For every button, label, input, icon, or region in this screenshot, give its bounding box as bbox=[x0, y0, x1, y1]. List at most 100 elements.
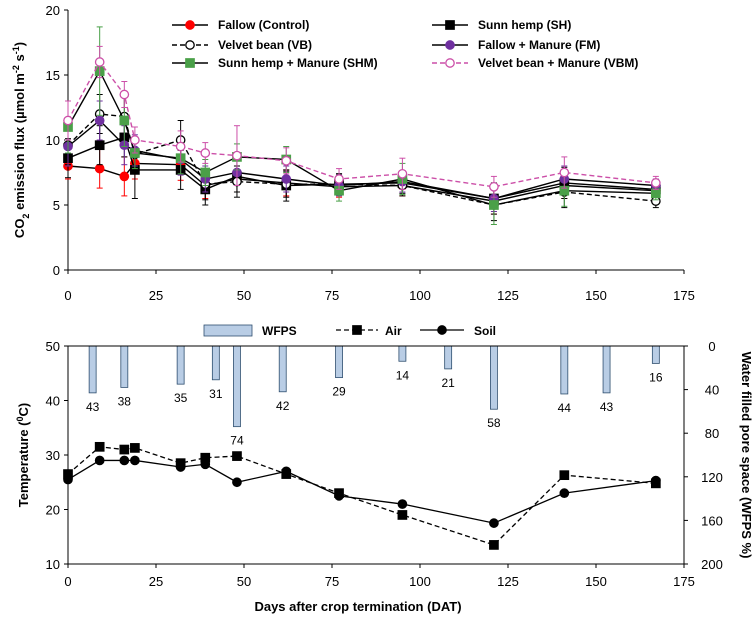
wfps-bar-label: 74 bbox=[230, 434, 244, 448]
air-data-point bbox=[232, 451, 242, 461]
wfps-bar bbox=[602, 345, 611, 394]
wfps-bar-label: 14 bbox=[396, 368, 410, 382]
legend-marker-velvet-bean-manure-vbm bbox=[445, 58, 455, 68]
wfps-bars: 43 38 35 31 74 42 29 14 21 58 44 43 16 bbox=[86, 345, 663, 448]
legend: Fallow (Control) Sunn hemp (SH) Velvet bea… bbox=[172, 18, 638, 70]
soil-data-point bbox=[397, 499, 408, 509]
y-axis-title-part: emission flux (µmol m bbox=[12, 73, 27, 213]
x-tick-label: 0 bbox=[64, 574, 71, 589]
wfps-bar bbox=[651, 345, 660, 364]
wfps-bar bbox=[444, 345, 453, 370]
data-point-velvet-bean-manure-vbm bbox=[650, 178, 661, 188]
wfps-bar bbox=[490, 345, 498, 410]
y2-tick-label: 120 bbox=[701, 470, 723, 485]
x-tick-label: 125 bbox=[497, 288, 519, 303]
y-tick-label: 10 bbox=[46, 133, 60, 148]
wfps-bar bbox=[211, 345, 220, 381]
soil-data-point bbox=[175, 462, 186, 472]
y-tick-label: 0 bbox=[53, 263, 60, 278]
error-bars-sunn-hemp-sh bbox=[65, 117, 659, 215]
y-tick-label: 30 bbox=[46, 448, 60, 463]
data-point-fallow-control bbox=[94, 163, 105, 174]
wfps-bar-label: 43 bbox=[600, 400, 614, 414]
x-tick-label: 175 bbox=[673, 574, 695, 589]
x-tick-label: 25 bbox=[149, 574, 163, 589]
soil-data-point bbox=[489, 518, 499, 528]
air-data-point bbox=[119, 444, 130, 455]
x-tick-label: 175 bbox=[673, 288, 695, 303]
soil-data-point bbox=[94, 455, 105, 466]
legend-label-sunn-hemp-sh: Sunn hemp (SH) bbox=[478, 18, 571, 32]
series-fallow-control bbox=[63, 147, 661, 215]
y2-tick-label: 0 bbox=[708, 339, 715, 354]
y-axis-title-part: -2 bbox=[11, 65, 21, 73]
x-tick-label: 50 bbox=[237, 288, 251, 303]
data-point-velvet-bean-manure-vbm bbox=[489, 181, 499, 192]
soil-data-point bbox=[130, 455, 140, 466]
y-axis-title-part: ) bbox=[12, 42, 27, 46]
error-bars-fallow-control bbox=[65, 147, 659, 215]
y2-tick-label: 200 bbox=[701, 557, 723, 572]
wfps-bar bbox=[233, 345, 241, 428]
data-point-velvet-bean-manure-vbm bbox=[334, 174, 344, 184]
x-tick-label: 150 bbox=[585, 574, 607, 589]
data-point-fallow-manure-fm bbox=[94, 115, 105, 126]
series-sunn-hemp-sh bbox=[63, 117, 661, 215]
wfps-bar bbox=[176, 345, 185, 385]
air-data-point bbox=[397, 510, 408, 520]
data-point-velvet-bean-manure-vbm bbox=[130, 135, 140, 145]
wfps-bar bbox=[88, 345, 97, 394]
air-data-point bbox=[489, 540, 499, 550]
legend-label-velvet-bean-manure-vbm: Velvet bean + Manure (VBM) bbox=[478, 56, 638, 70]
data-point-sunn-hemp-manure-shm bbox=[489, 200, 499, 210]
wfps-bar bbox=[120, 345, 129, 388]
y-tick-label: 15 bbox=[46, 68, 60, 83]
data-point-velvet-bean-manure-vbm bbox=[232, 150, 242, 161]
legend-label-velvet-bean-vb: Velvet bean (VB) bbox=[218, 38, 312, 52]
data-point-velvet-bean-manure-vbm bbox=[200, 148, 211, 158]
wfps-bar-label: 43 bbox=[86, 400, 100, 414]
legend-marker-soil bbox=[437, 325, 447, 335]
data-point-sunn-hemp-manure-shm bbox=[200, 167, 211, 178]
data-point-fallow-control bbox=[119, 171, 130, 182]
temperature-wfps-chart: 43 38 35 31 74 42 29 14 21 58 44 43 16 10 20 30 40 50 0 40 8… bbox=[15, 324, 754, 614]
data-point-sunn-hemp-manure-shm bbox=[119, 115, 130, 126]
soil-data-point bbox=[63, 474, 73, 485]
legend: WFPS Air Soil bbox=[203, 324, 496, 338]
legend-swatch-wfps bbox=[203, 324, 253, 337]
legend-label-wfps: WFPS bbox=[262, 324, 297, 338]
legend-marker-fallow-control bbox=[185, 20, 195, 30]
x-tick-label: 100 bbox=[409, 288, 431, 303]
x-tick-label: 125 bbox=[497, 574, 519, 589]
series-soil bbox=[63, 455, 661, 528]
wfps-bar-label: 35 bbox=[174, 391, 188, 405]
y-tick-label: 20 bbox=[46, 3, 60, 18]
error-bars-fallow-manure-fm bbox=[65, 100, 659, 212]
y-axis-title-part: s bbox=[12, 54, 27, 65]
x-tick-label: 25 bbox=[149, 288, 163, 303]
error-bars-velvet-bean-vb bbox=[65, 94, 659, 222]
legend-label-air: Air bbox=[385, 324, 402, 338]
y-axis-title-part: CO bbox=[12, 219, 27, 239]
wfps-bar bbox=[560, 345, 569, 395]
wfps-bar-label: 16 bbox=[649, 370, 663, 384]
soil-data-point bbox=[559, 488, 570, 498]
y2-axis-title: Water filled pore space (WFPS %) bbox=[739, 352, 754, 559]
wfps-bar-label: 29 bbox=[332, 385, 346, 399]
y-axis-title-part: -1 bbox=[11, 46, 21, 54]
y2-tick-label: 80 bbox=[705, 426, 719, 441]
y-tick-label: 5 bbox=[53, 198, 60, 213]
y-tick-label: 10 bbox=[46, 557, 60, 572]
data-point-fallow-manure-fm bbox=[281, 174, 292, 184]
y-tick-label: 50 bbox=[46, 339, 60, 354]
legend-label-fallow-control: Fallow (Control) bbox=[218, 18, 309, 32]
data-point-velvet-bean-manure-vbm bbox=[63, 115, 73, 126]
y-axis-title: Temperature (0C) bbox=[15, 403, 31, 507]
data-point-velvet-bean-manure-vbm bbox=[397, 168, 408, 179]
data-point-velvet-bean-manure-vbm bbox=[175, 141, 186, 152]
x-tick-label: 75 bbox=[325, 288, 339, 303]
soil-data-point bbox=[334, 491, 344, 501]
data-point-sunn-hemp-sh bbox=[94, 140, 105, 151]
legend-marker-velvet-bean-vb bbox=[185, 40, 195, 50]
series-velvet-bean-manure-vbm bbox=[63, 45, 661, 198]
